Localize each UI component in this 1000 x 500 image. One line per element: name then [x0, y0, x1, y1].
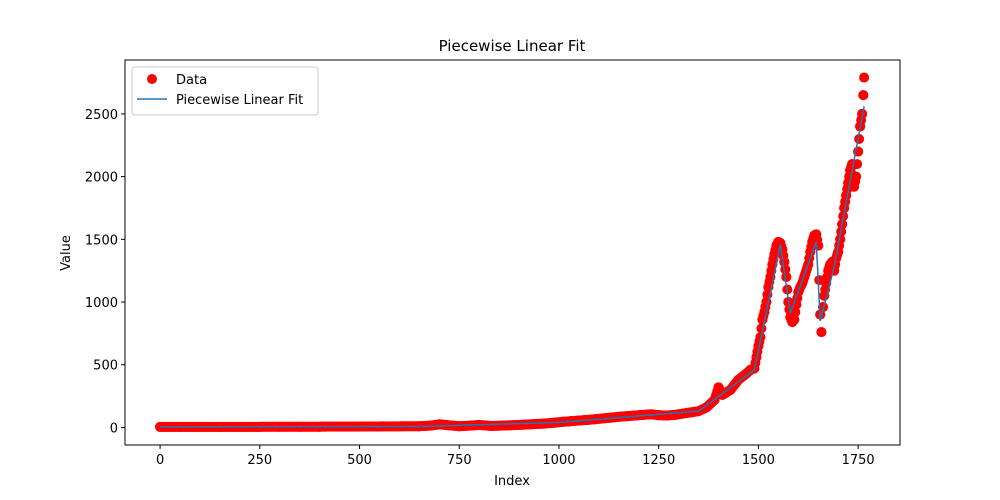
data-point [789, 314, 800, 325]
data-point [847, 159, 858, 170]
data-point [829, 265, 840, 276]
data-point [454, 421, 465, 432]
data-point [733, 374, 744, 385]
x-axis-label: Index [494, 474, 530, 489]
data-point [833, 246, 844, 257]
data-point [811, 229, 822, 240]
x-tick-label: 1250 [642, 453, 675, 468]
data-point [756, 323, 767, 334]
y-tick-label: 2500 [85, 108, 118, 123]
data-point [514, 419, 525, 430]
legend-box [131, 66, 319, 116]
x-tick-label: 1750 [842, 453, 875, 468]
x-tick-label: 1500 [742, 453, 775, 468]
data-point [434, 419, 445, 430]
data-point [486, 420, 497, 431]
y-tick-label: 0 [110, 421, 118, 436]
data-point [849, 181, 860, 192]
data-point [621, 411, 632, 422]
data-point [677, 408, 688, 419]
data-point-band [155, 90, 869, 432]
y-axis: 0 500 1000 1500 2000 2500 [85, 108, 125, 436]
legend-label-fit: Piecewise Linear Fit [176, 93, 303, 108]
data-point [818, 302, 829, 313]
plot-data-layer [155, 72, 870, 432]
legend: Data Piecewise Linear Fit [131, 66, 319, 116]
data-point [725, 384, 736, 395]
chart-title: Piecewise Linear Fit [439, 37, 586, 55]
data-point [526, 419, 537, 430]
legend-marker-data [147, 74, 157, 84]
x-tick-label: 500 [347, 453, 372, 468]
data-point [816, 327, 827, 338]
data-point [781, 271, 792, 282]
x-tick-label: 250 [247, 453, 272, 468]
data-point [713, 382, 724, 393]
plot-frame [124, 59, 901, 446]
data-point [859, 72, 870, 83]
x-tick-label: 750 [447, 453, 472, 468]
data-point [780, 264, 791, 275]
data-point [538, 418, 549, 429]
data-point [854, 134, 865, 145]
y-tick-label: 1000 [85, 296, 118, 311]
y-tick-label: 500 [93, 359, 118, 374]
y-tick-label: 2000 [85, 171, 118, 186]
data-point [769, 249, 780, 260]
data-point [851, 171, 862, 182]
y-tick-label: 1500 [85, 233, 118, 248]
data-point [629, 410, 640, 421]
y-axis-label: Value [59, 235, 74, 271]
data-point [858, 90, 869, 101]
fit-line [160, 106, 865, 428]
data-point [835, 234, 846, 245]
data-point [653, 410, 664, 421]
data-point [701, 402, 712, 413]
data-point [498, 420, 509, 431]
data-point [759, 307, 770, 318]
data-series-points [155, 72, 870, 432]
x-tick-label: 0 [156, 453, 164, 468]
legend-label-data: Data [176, 73, 207, 88]
data-point [839, 202, 850, 213]
x-axis: 0 250 500 750 1000 1250 1500 1750 [156, 445, 875, 468]
x-tick-label: 1000 [542, 453, 575, 468]
data-point [613, 411, 624, 422]
data-point [753, 340, 764, 351]
data-point [779, 256, 790, 267]
data-point [767, 259, 778, 270]
